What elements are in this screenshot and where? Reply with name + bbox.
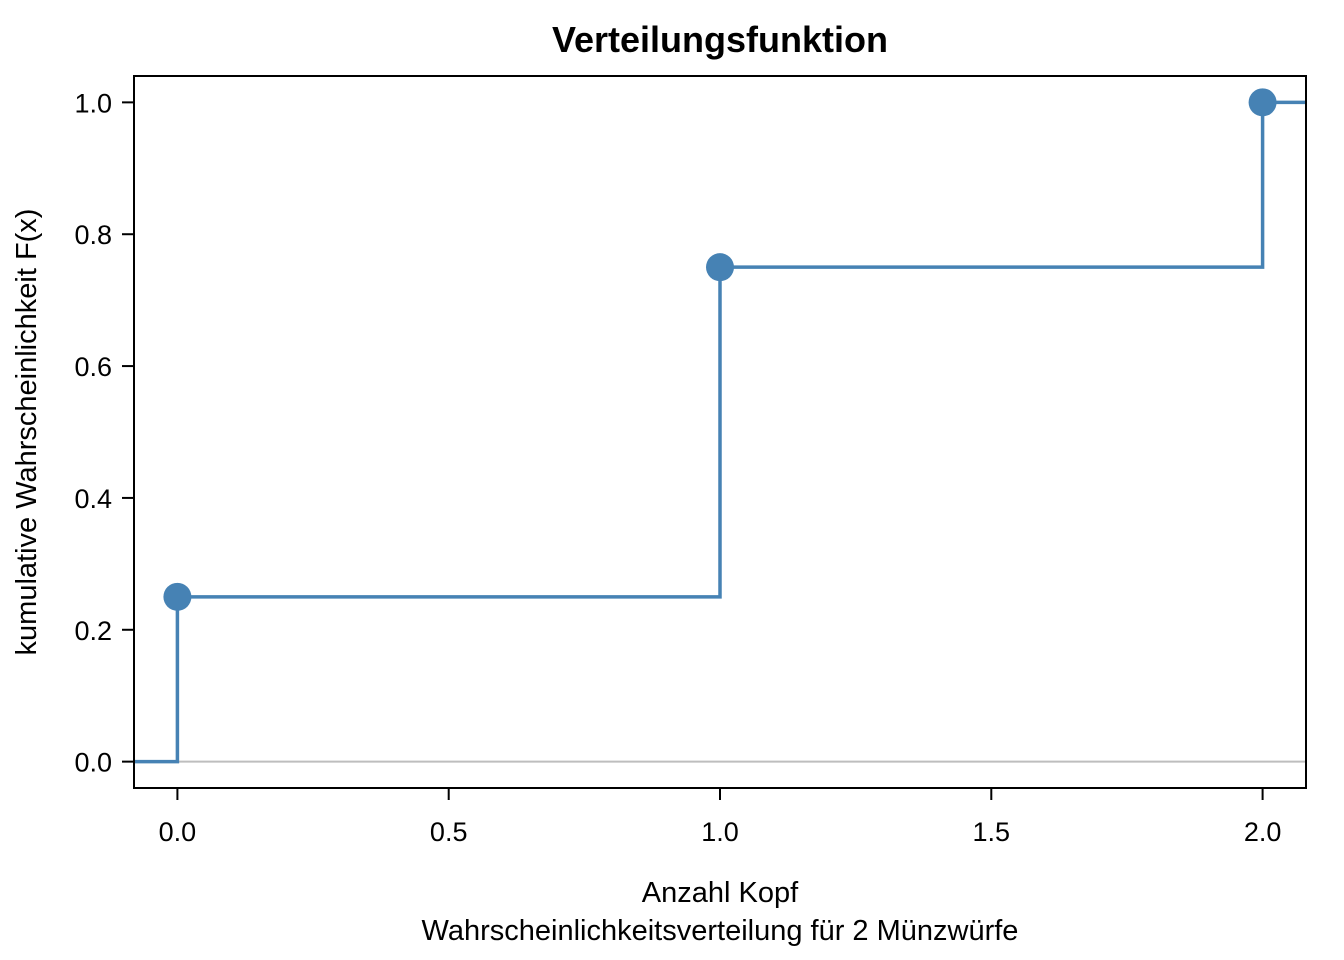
x-axis-label: Anzahl Kopf xyxy=(642,877,799,909)
x-tick-label: 1.5 xyxy=(973,817,1011,847)
step-line xyxy=(134,100,1306,764)
y-tick-label: 0.2 xyxy=(74,616,112,646)
x-tick-label: 1.0 xyxy=(701,817,739,847)
chart-title: Verteilungsfunktion xyxy=(552,19,888,60)
x-tick-label: 2.0 xyxy=(1244,817,1282,847)
y-tick-label: 1.0 xyxy=(74,88,112,118)
data-point xyxy=(1248,88,1277,117)
y-tick-label: 0.0 xyxy=(74,748,112,778)
y-axis-label: kumulative Wahrscheinlichkeit F(x) xyxy=(11,209,43,656)
x-tick-label: 0.5 xyxy=(430,817,468,847)
y-tick-label: 0.6 xyxy=(74,352,112,382)
data-point xyxy=(163,582,192,611)
data-point xyxy=(706,253,734,282)
y-tick-label: 0.4 xyxy=(74,484,112,514)
plot-area: 0.0 0.5 1.0 1.5 2.0 0.0 0.2 0.4 0.6 0.8 1.0 xyxy=(74,75,1307,847)
chart-subtitle: Wahrscheinlichkeitsverteilung für 2 Münz… xyxy=(422,915,1019,947)
y-tick-label: 0.8 xyxy=(74,220,112,250)
x-tick-label: 0.0 xyxy=(159,817,197,847)
